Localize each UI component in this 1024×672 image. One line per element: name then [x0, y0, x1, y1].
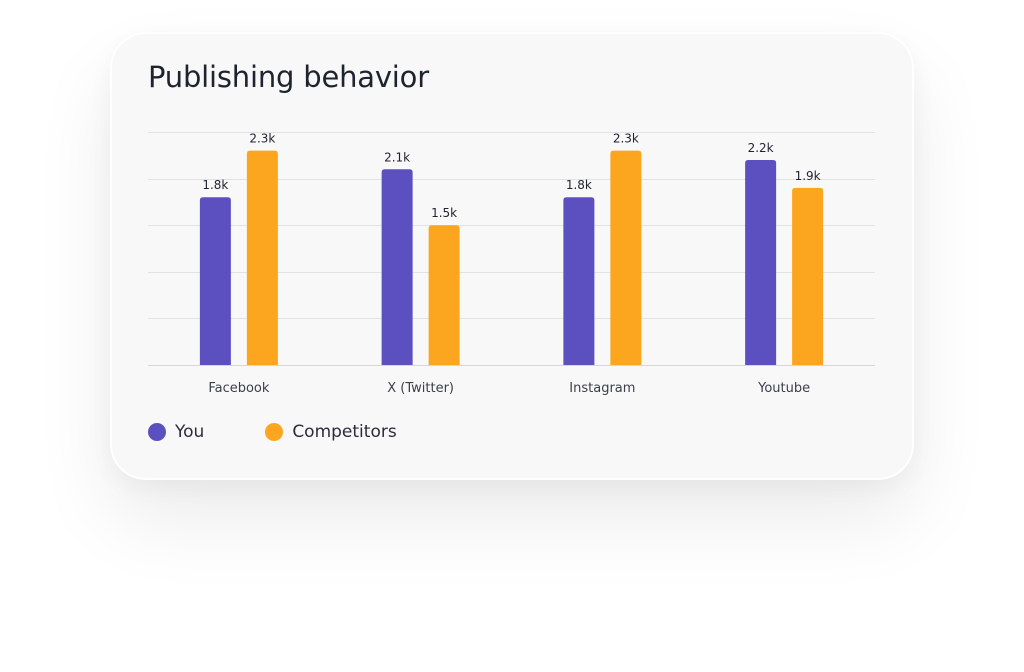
- x-tick-label: Facebook: [208, 381, 270, 396]
- legend-swatch-competitors: [265, 423, 284, 441]
- x-tick-label: Youtube: [757, 381, 810, 396]
- bar-you-facebook[interactable]: [199, 197, 231, 365]
- legend-label-competitors: Competitors: [292, 422, 397, 442]
- bar-you-x-twitter[interactable]: [381, 169, 413, 365]
- value-labels: 1.8k 2.3k 2.1k 1.5k 1.8k 2.3k 2.2k 1.9k: [202, 132, 820, 221]
- legend-label-you: You: [175, 422, 205, 442]
- value-label-you-facebook: 1.8k: [202, 178, 228, 192]
- chart-title: Publishing behavior: [148, 60, 429, 94]
- legend: You Competitors: [148, 422, 397, 442]
- x-tick-label: Instagram: [569, 381, 635, 396]
- bar-competitors-x-twitter[interactable]: [428, 225, 460, 365]
- chart-card: [110, 32, 914, 480]
- x-tick-label: X (Twitter): [387, 381, 454, 396]
- value-label-competitors-instagram: 2.3k: [613, 132, 639, 146]
- value-label-you-instagram: 1.8k: [566, 178, 592, 192]
- legend-item-you[interactable]: You: [148, 422, 204, 442]
- value-label-competitors-x-twitter: 1.5k: [431, 206, 457, 220]
- value-label-you-x-twitter: 2.1k: [384, 150, 410, 164]
- bar-competitors-instagram[interactable]: [610, 150, 642, 365]
- bars: [199, 150, 824, 365]
- x-tick-labels: Facebook X (Twitter) Instagram Youtube: [208, 381, 810, 396]
- value-label-you-youtube: 2.2k: [748, 141, 774, 155]
- value-label-competitors-facebook: 2.3k: [249, 132, 275, 146]
- value-label-competitors-youtube: 1.9k: [795, 169, 821, 183]
- legend-swatch-you: [148, 423, 166, 441]
- legend-item-competitors[interactable]: Competitors: [265, 422, 397, 442]
- bar-competitors-youtube[interactable]: [792, 187, 824, 365]
- bar-you-youtube[interactable]: [745, 159, 777, 365]
- bar-competitors-facebook[interactable]: [246, 150, 278, 365]
- bar-you-instagram[interactable]: [563, 197, 595, 365]
